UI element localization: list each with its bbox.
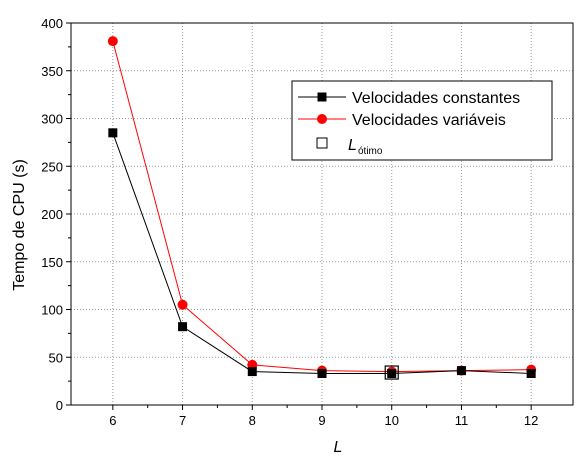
optimum-marker <box>384 365 399 380</box>
y-tick-label: 250 <box>41 159 63 174</box>
y-tick-label: 200 <box>41 207 63 222</box>
legend-marker-constantes <box>317 92 327 102</box>
x-tick-label: 6 <box>109 413 116 428</box>
legend: Velocidades constantes Velocidades variá… <box>291 80 553 161</box>
x-tick-label: 11 <box>455 413 469 428</box>
legend-marker-variaveis <box>317 114 327 124</box>
y-tick-label: 100 <box>41 303 63 318</box>
legend-label-variaveis: Velocidades variáveis <box>352 112 506 129</box>
legend-label-optimum-sub: ótimo <box>358 146 383 157</box>
legend-marker-optimum <box>316 137 328 149</box>
data-point-0 <box>387 368 397 378</box>
data-point-0 <box>526 368 536 378</box>
legend-box <box>291 80 553 161</box>
data-point-1 <box>177 299 188 310</box>
y-tick-label: 0 <box>56 398 63 413</box>
optimum-marker-group <box>384 365 399 380</box>
data-point-0 <box>247 367 257 377</box>
x-tick-label: 12 <box>524 413 538 428</box>
y-tick-label: 300 <box>41 112 63 127</box>
x-tick-label: 9 <box>318 413 325 428</box>
data-point-0 <box>108 128 118 138</box>
data-point-0 <box>317 368 327 378</box>
y-tick-label: 350 <box>41 64 63 79</box>
data-point-0 <box>456 366 466 376</box>
x-tick-label: 10 <box>384 413 398 428</box>
x-axis-title: L <box>334 439 343 456</box>
x-tick-label: 7 <box>179 413 186 428</box>
series-markers <box>107 36 537 378</box>
legend-label-constantes: Velocidades constantes <box>352 90 520 107</box>
legend-label-optimum: L <box>348 137 357 154</box>
tick-labels: 6 7 8 9 10 11 12 0 50 100 150 200 250 300 350 400 <box>41 16 538 428</box>
y-axis-title: Tempo de CPU (s) <box>11 159 28 291</box>
data-point-1 <box>107 36 118 47</box>
x-tick-label: 8 <box>249 413 256 428</box>
y-tick-label: 50 <box>49 350 63 365</box>
y-tick-label: 400 <box>41 16 63 31</box>
data-point-0 <box>178 322 188 332</box>
y-tick-label: 150 <box>41 255 63 270</box>
axis-ticks <box>66 22 532 410</box>
